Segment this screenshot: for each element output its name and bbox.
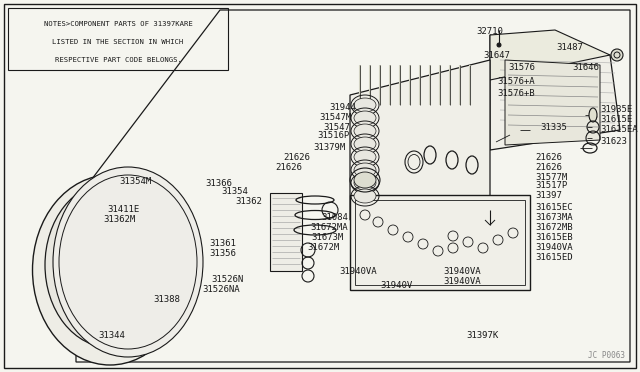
Ellipse shape xyxy=(354,172,376,188)
Text: 31526N: 31526N xyxy=(212,275,244,283)
Polygon shape xyxy=(505,60,600,145)
Text: 31576+A: 31576+A xyxy=(497,77,535,87)
Bar xyxy=(350,195,530,290)
Ellipse shape xyxy=(45,183,175,347)
Polygon shape xyxy=(490,35,620,150)
Ellipse shape xyxy=(53,167,203,357)
Text: 31547: 31547 xyxy=(323,122,350,131)
Bar xyxy=(8,8,228,70)
Ellipse shape xyxy=(354,98,376,112)
Text: 21626: 21626 xyxy=(275,163,302,171)
Ellipse shape xyxy=(354,111,376,125)
Text: 31526NA: 31526NA xyxy=(202,285,240,294)
Text: 31935E: 31935E xyxy=(600,106,632,115)
Text: 31672MB: 31672MB xyxy=(535,222,573,231)
Text: 31577M: 31577M xyxy=(535,173,567,182)
Text: 31517P: 31517P xyxy=(535,182,567,190)
Ellipse shape xyxy=(157,241,179,269)
Text: 31673MA: 31673MA xyxy=(535,212,573,221)
Text: RESPECTIVE PART CODE BELONGS.: RESPECTIVE PART CODE BELONGS. xyxy=(54,57,181,63)
Ellipse shape xyxy=(354,124,376,138)
Text: 31615ED: 31615ED xyxy=(535,253,573,262)
Circle shape xyxy=(611,49,623,61)
Text: 31940V: 31940V xyxy=(380,282,412,291)
Ellipse shape xyxy=(60,200,160,330)
Text: 31516P: 31516P xyxy=(317,131,350,141)
Text: 31940VA: 31940VA xyxy=(535,243,573,251)
Ellipse shape xyxy=(354,176,376,190)
Text: 31335: 31335 xyxy=(540,124,567,132)
Bar xyxy=(355,200,525,285)
Bar xyxy=(270,193,302,271)
Text: 32710: 32710 xyxy=(477,28,504,36)
Text: 31084: 31084 xyxy=(321,212,348,221)
Text: 31672MA: 31672MA xyxy=(310,222,348,231)
Text: 31576+B: 31576+B xyxy=(497,89,535,97)
Text: 31356: 31356 xyxy=(209,250,236,259)
Text: NOTES>COMPONENT PARTS OF 31397KARE: NOTES>COMPONENT PARTS OF 31397KARE xyxy=(44,21,193,27)
Text: LISTED IN THE SECTION IN WHICH: LISTED IN THE SECTION IN WHICH xyxy=(52,39,184,45)
Text: 31615EC: 31615EC xyxy=(535,202,573,212)
Ellipse shape xyxy=(589,108,597,122)
Circle shape xyxy=(107,262,113,268)
Circle shape xyxy=(497,43,501,47)
Text: JC P0063: JC P0063 xyxy=(588,351,625,360)
Text: 31940VA: 31940VA xyxy=(339,267,377,276)
Text: 31379M: 31379M xyxy=(314,142,346,151)
Text: 31940VA: 31940VA xyxy=(443,278,481,286)
Text: 31388: 31388 xyxy=(153,295,180,305)
Text: 31672M: 31672M xyxy=(308,243,340,251)
Ellipse shape xyxy=(33,175,188,365)
Text: 31362: 31362 xyxy=(235,196,262,205)
Text: 31344: 31344 xyxy=(99,330,125,340)
Text: 31361: 31361 xyxy=(209,238,236,247)
Text: 31615E: 31615E xyxy=(600,115,632,125)
Text: 31397: 31397 xyxy=(535,192,562,201)
Polygon shape xyxy=(490,30,610,80)
Text: 31362M: 31362M xyxy=(104,215,136,224)
Text: 31940VA: 31940VA xyxy=(443,267,481,276)
Text: 31411E: 31411E xyxy=(108,205,140,215)
Text: 31646: 31646 xyxy=(572,64,599,73)
Text: 31354: 31354 xyxy=(221,187,248,196)
Text: 31366: 31366 xyxy=(205,179,232,187)
Text: 31397K: 31397K xyxy=(466,330,498,340)
Ellipse shape xyxy=(70,223,140,313)
Text: 31647: 31647 xyxy=(483,51,510,60)
Text: 31576: 31576 xyxy=(509,64,536,73)
Text: 31673M: 31673M xyxy=(312,232,344,241)
Text: 21626: 21626 xyxy=(535,163,562,171)
Text: 21626: 21626 xyxy=(535,153,562,161)
Text: 31487: 31487 xyxy=(557,42,584,51)
Polygon shape xyxy=(350,60,490,220)
Ellipse shape xyxy=(354,163,376,177)
Text: 31615EB: 31615EB xyxy=(535,232,573,241)
Text: 31623: 31623 xyxy=(600,138,627,147)
Ellipse shape xyxy=(354,189,376,203)
Text: 31547M: 31547M xyxy=(320,113,352,122)
Text: 31615EA: 31615EA xyxy=(600,125,637,135)
Text: 31354M: 31354M xyxy=(120,177,152,186)
Ellipse shape xyxy=(354,137,376,151)
Text: 31944: 31944 xyxy=(329,103,356,112)
Text: 21626: 21626 xyxy=(283,153,310,161)
Ellipse shape xyxy=(354,150,376,164)
